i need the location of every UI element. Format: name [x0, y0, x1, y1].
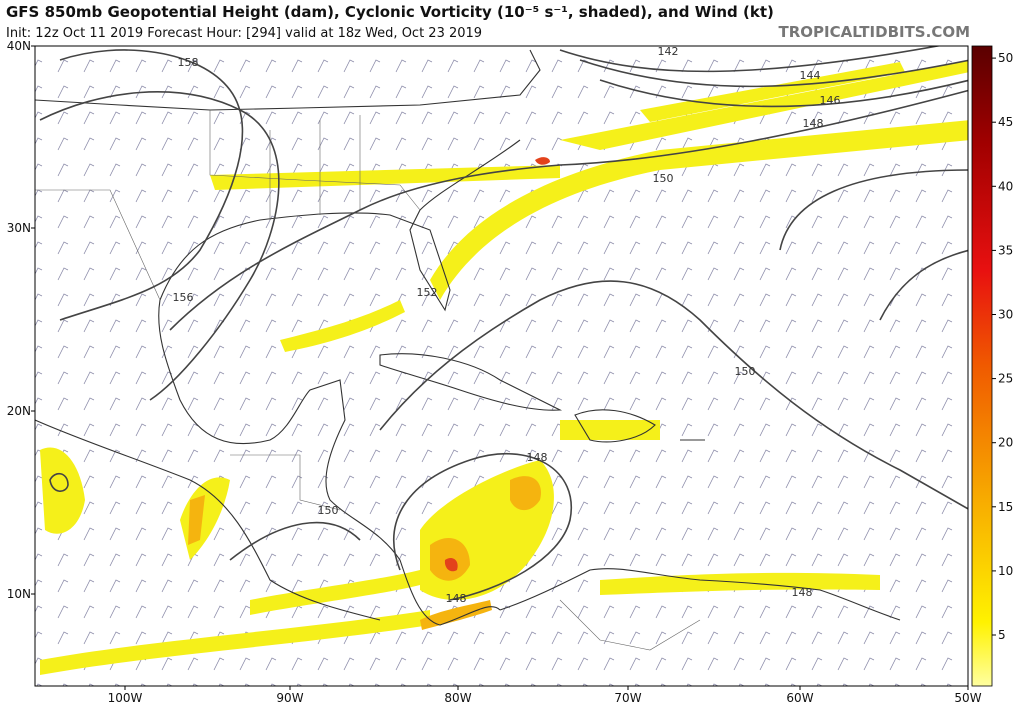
colorbar-label: 10	[998, 564, 1013, 578]
lon-label: 90W	[276, 691, 303, 705]
title: GFS 850mb Geopotential Height (dam), Cyc…	[6, 3, 774, 21]
contour-label: 156	[173, 291, 194, 304]
contour-label: 142	[658, 45, 679, 58]
contour-label: 158	[178, 56, 199, 69]
colorbar	[971, 45, 993, 687]
colorbar-label: 45	[998, 115, 1013, 129]
contour-label: 148	[527, 451, 548, 464]
contour-label: 150	[318, 504, 339, 517]
contour-label: 148	[803, 117, 824, 130]
colorbar-label: 15	[998, 500, 1013, 514]
lat-label: 20N	[7, 404, 31, 418]
map-frame	[34, 45, 969, 687]
contour-label: 146	[820, 94, 841, 107]
colorbar-label: 25	[998, 372, 1013, 386]
height-contours	[39, 46, 968, 601]
lat-label: 30N	[7, 221, 31, 235]
lon-label: 100W	[108, 691, 143, 705]
lat-label: 10N	[7, 587, 31, 601]
contour-label: 144	[800, 69, 821, 82]
contour-label: 150	[735, 365, 756, 378]
borders	[35, 100, 701, 651]
contour-label: 148	[446, 592, 467, 605]
contour-label: 150	[653, 172, 674, 185]
lon-label: 60W	[786, 691, 813, 705]
colorbar-label: 35	[998, 243, 1013, 257]
lat-label: 40N	[7, 39, 31, 53]
colorbar-label: 50	[998, 51, 1013, 65]
colorbar-label: 40	[998, 179, 1013, 193]
contour-label: 152	[417, 286, 438, 299]
vorticity-shading	[40, 60, 968, 675]
subtitle: Init: 12z Oct 11 2019 Forecast Hour: [29…	[6, 26, 482, 41]
lon-label: 80W	[444, 691, 471, 705]
brand: TROPICALTIDBITS.COM	[779, 23, 971, 41]
map-area	[35, 46, 968, 686]
lon-label: 50W	[954, 691, 981, 705]
colorbar-label: 20	[998, 436, 1013, 450]
colorbar-label: 5	[998, 628, 1006, 642]
lon-label: 70W	[614, 691, 641, 705]
colorbar-label: 30	[998, 308, 1013, 322]
contour-label: 148	[792, 586, 813, 599]
coastlines	[35, 49, 901, 626]
